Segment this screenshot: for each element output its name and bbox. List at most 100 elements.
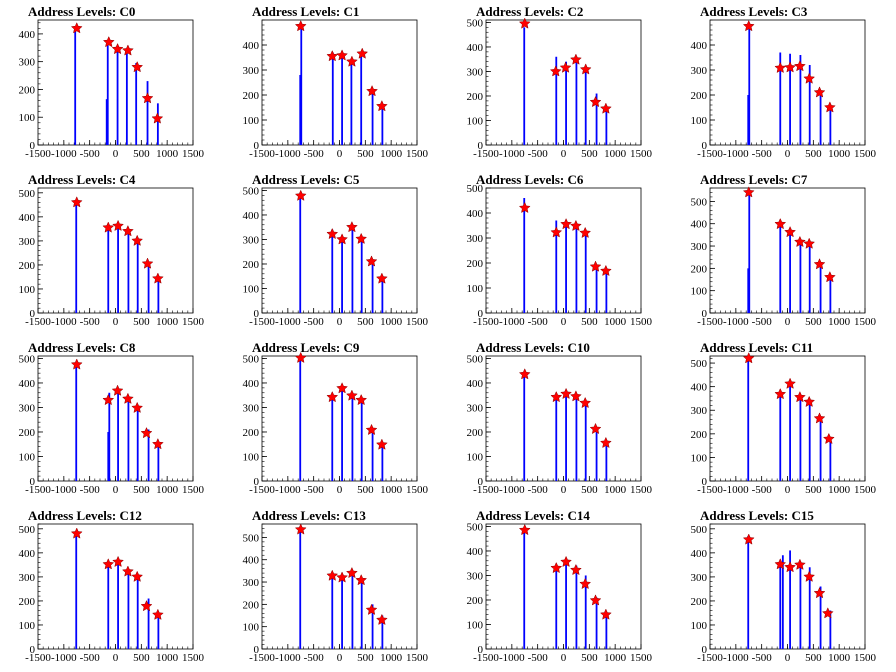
x-tick-label: 0 — [113, 484, 119, 496]
x-tick-label: -1000 — [275, 316, 301, 328]
x-tick-label: -1000 — [723, 484, 749, 496]
x-tick-label: 1500 — [406, 316, 429, 328]
histogram-bar — [605, 270, 608, 313]
y-tick-label: 200 — [467, 595, 484, 607]
x-tick-label: -1500 — [473, 484, 499, 496]
histogram-bar — [747, 358, 750, 481]
x-tick-label: 500 — [357, 484, 374, 496]
y-tick-label: 500 — [691, 196, 708, 208]
peak-marker — [784, 225, 797, 238]
histogram-bar — [135, 63, 138, 145]
peak-marker — [336, 571, 349, 583]
y-tick-label: 0 — [702, 644, 708, 656]
x-tick-label: 1500 — [854, 148, 877, 160]
histogram-bar — [371, 429, 374, 481]
chart-svg: Address Levels: C70100200300400500-1500-… — [691, 172, 877, 328]
y-tick-label: 500 — [19, 524, 36, 536]
y-tick-label: 100 — [19, 620, 36, 632]
x-tick-label: 500 — [581, 148, 598, 160]
chart-panel-14: Address Levels: C14 0 100 200 300 400 500 -1500… — [448, 504, 672, 672]
histogram-bar — [331, 229, 334, 313]
peak-marker — [793, 558, 806, 570]
peak-marker — [151, 438, 164, 450]
histogram-bar — [799, 241, 802, 313]
histogram-bar — [299, 75, 302, 145]
histogram-bar — [117, 392, 119, 481]
y-tick-label: 200 — [19, 84, 36, 96]
peak-marker — [579, 63, 592, 75]
y-tick-label: 400 — [243, 210, 260, 222]
peak-marker — [112, 219, 125, 232]
peak-marker — [821, 607, 834, 619]
histogram-bar — [75, 363, 78, 481]
histogram-bar — [748, 27, 751, 145]
y-tick-label: 100 — [691, 115, 708, 127]
histogram-bar — [584, 405, 587, 481]
peak-marker — [111, 42, 124, 55]
y-tick-label: 200 — [19, 260, 36, 272]
x-tick-label: 0 — [113, 316, 119, 328]
x-tick-label: 1000 — [156, 316, 179, 328]
histogram-bar — [523, 531, 526, 649]
chart-title: Address Levels: C3 — [700, 4, 808, 19]
peak-marker — [589, 422, 602, 435]
peak-marker — [336, 233, 349, 245]
peak-marker — [131, 401, 144, 413]
x-tick-label: -500 — [80, 484, 101, 496]
histogram-bar — [108, 392, 111, 481]
histogram-bar — [127, 397, 130, 481]
x-tick-label: 0 — [561, 148, 567, 160]
x-tick-label: -1000 — [275, 652, 301, 664]
histogram-bar — [565, 61, 567, 145]
x-tick-label: 0 — [337, 652, 343, 664]
chart-title: Address Levels: C7 — [700, 172, 808, 187]
chart-panel-10: Address Levels: C10 0 100 200 300 400 500 -1500… — [448, 336, 672, 504]
peak-marker — [70, 527, 83, 539]
peak-marker — [599, 436, 612, 449]
y-tick-label: 500 — [467, 521, 484, 533]
chart-title: Address Levels: C13 — [252, 508, 366, 523]
y-tick-label: 400 — [243, 378, 260, 390]
histogram-bar — [605, 110, 608, 145]
histogram-bar — [819, 92, 822, 145]
peak-marker — [140, 599, 153, 612]
y-tick-label: 100 — [243, 451, 260, 463]
x-tick-label: -1000 — [723, 652, 749, 664]
y-tick-label: 400 — [243, 555, 260, 567]
peak-marker — [102, 393, 115, 406]
x-tick-label: -1500 — [697, 316, 723, 328]
chart-title: Address Levels: C5 — [252, 172, 360, 187]
peak-marker — [599, 608, 612, 620]
peak-marker — [112, 555, 125, 568]
peak-marker — [294, 189, 307, 201]
plot-frame — [261, 19, 418, 146]
histogram-bar — [117, 562, 119, 649]
histogram-bar — [555, 395, 558, 481]
peak-marker — [589, 95, 602, 108]
x-tick-label: 0 — [113, 148, 119, 160]
histogram-bar — [829, 610, 832, 649]
y-tick-label: 300 — [467, 66, 484, 78]
y-tick-label: 0 — [30, 476, 36, 488]
x-tick-label: 1500 — [630, 148, 653, 160]
chart-panel-13: Address Levels: C13 0 100 200 300 400 500 -1500… — [224, 504, 448, 672]
y-tick-label: 200 — [691, 596, 708, 608]
histogram-bar — [105, 99, 108, 145]
histogram-bar — [351, 395, 354, 481]
peak-marker — [375, 438, 388, 450]
histogram-bar — [299, 358, 302, 481]
peak-marker — [70, 196, 83, 208]
y-tick-label: 500 — [467, 17, 484, 29]
histogram-bar — [575, 565, 578, 649]
peak-marker — [375, 272, 388, 284]
histogram-bar — [331, 395, 334, 481]
histogram-bar — [117, 226, 119, 313]
chart-svg: Address Levels: C20100200300400500-1500-… — [467, 4, 653, 160]
histogram-bar — [829, 277, 832, 313]
histogram-bar — [523, 373, 526, 481]
histogram-bar — [350, 60, 353, 145]
peak-marker — [569, 219, 582, 232]
peak-marker — [102, 35, 115, 48]
histogram-bar — [107, 562, 110, 649]
y-tick-label: 100 — [467, 115, 484, 127]
